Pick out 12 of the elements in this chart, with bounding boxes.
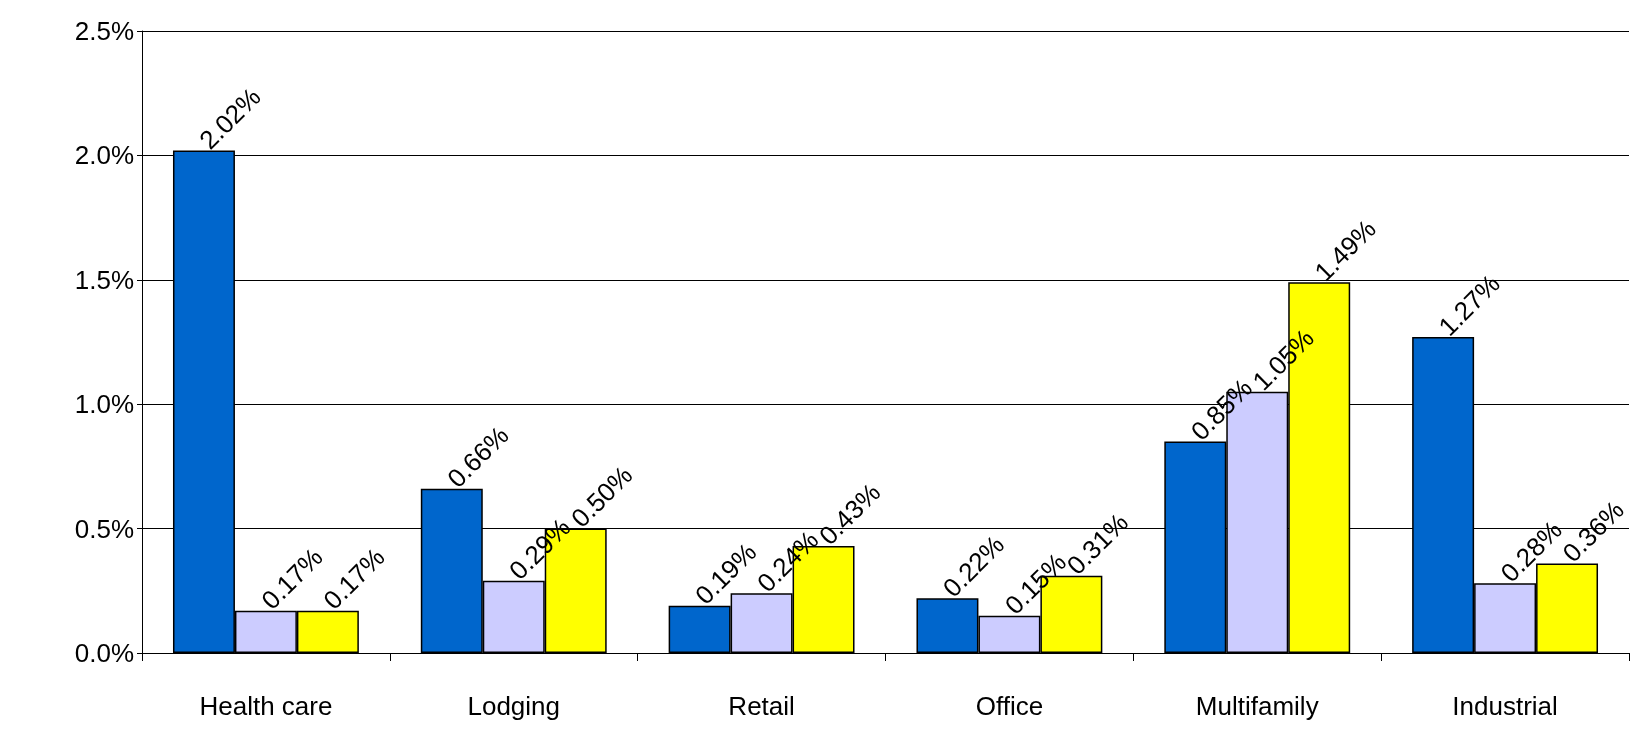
y-tick-label: 1.5% [74,264,134,295]
x-tick-label: Retail [728,691,795,721]
y-tick-label: 1.0% [74,389,134,420]
x-tick-label: Multifamily [1195,691,1319,721]
x-tick-label: Health care [199,691,333,721]
x-tick-label: Industrial [1452,691,1558,721]
y-tick-label: 2.0% [74,140,134,171]
y-tick-label: 2.5% [74,16,134,46]
y-tick-label: 0.0% [74,638,134,668]
y-tick-label: 0.5% [74,513,134,544]
x-tick-label: Lodging [467,691,561,721]
x-tick-label: Office [975,691,1044,721]
